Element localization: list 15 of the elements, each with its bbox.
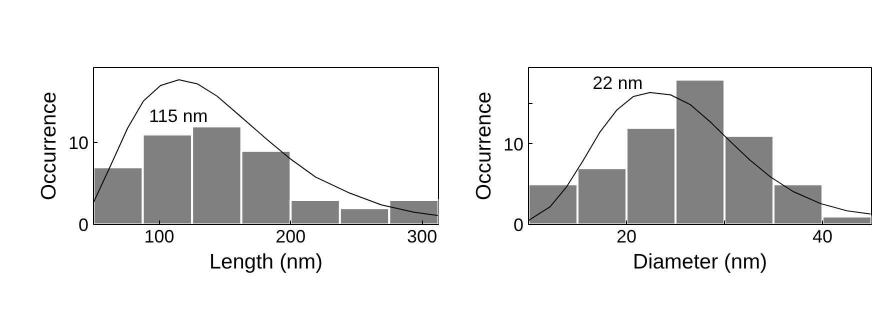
x-axis-title: Diameter (nm)	[632, 250, 768, 274]
x-tick-label: 20	[616, 226, 637, 246]
y-axis-title: Occurrence	[37, 92, 60, 200]
annotation: 22 nm	[592, 73, 643, 94]
annotation: 115 nm	[149, 106, 208, 126]
y-tick-label: 0	[513, 215, 524, 235]
x-tick-label: 40	[812, 226, 833, 246]
y-axis-title: Occurrence	[472, 92, 496, 200]
x-axis-title: Length (nm)	[209, 250, 323, 274]
x-tick-label: 100	[144, 226, 174, 246]
x-tick-label: 200	[276, 226, 306, 246]
y-tick-label: 10	[68, 133, 89, 154]
y-tick-label: 10	[503, 134, 524, 154]
x-tick-label: 300	[407, 226, 438, 246]
y-tick-label: 0	[78, 215, 89, 235]
